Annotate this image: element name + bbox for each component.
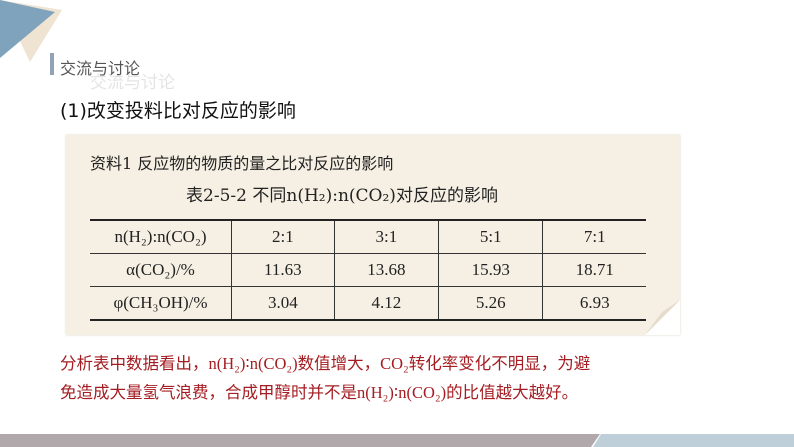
table-cell: 5:1 <box>438 219 543 254</box>
row-header: φ(CH₃OH)/% <box>90 286 232 321</box>
table-cell: 6.93 <box>542 286 646 321</box>
table-cell: 2:1 <box>231 219 335 254</box>
table-cell: 11.63 <box>231 253 335 287</box>
page-curl <box>645 300 680 335</box>
table-cell: 3.04 <box>231 286 335 321</box>
table-cell: 7:1 <box>542 219 646 254</box>
table-row: α(CO₂)/% 11.63 13.68 15.93 18.71 <box>90 253 646 287</box>
table-row: n(H₂):n(CO₂) 2:1 3:1 5:1 7:1 <box>90 219 646 254</box>
section-marker <box>50 53 54 75</box>
note-line: 分析表中数据看出，n(H₂)∶n(CO₂)数值增大，CO₂转化率变化不明显，为避 <box>60 354 591 373</box>
corner-decoration <box>0 0 62 62</box>
heading: (1)改变投料比对反应的影响 <box>60 100 296 122</box>
row-header: n(H₂):n(CO₂) <box>90 219 232 254</box>
note-line: 免造成大量氢气浪费，合成甲醇时并不是n(H₂)∶n(CO₂)的比值越大越好。 <box>60 383 579 402</box>
table-row: φ(CH₃OH)/% 3.04 4.12 5.26 6.93 <box>90 286 646 321</box>
footer-bar <box>0 434 600 447</box>
table-cell: 13.68 <box>333 253 439 287</box>
row-header: α(CO₂)/% <box>90 253 232 287</box>
table-cell: 3:1 <box>333 219 439 254</box>
section-title: 交流与讨论 <box>60 59 141 78</box>
resource-title: 资料1 反应物的物质的量之比对反应的影响 <box>90 154 394 173</box>
table-cell: 4.12 <box>333 286 439 321</box>
footer-bar-accent <box>593 434 794 447</box>
data-table: n(H₂):n(CO₂) 2:1 3:1 5:1 7:1 α(CO₂)/% 11… <box>90 219 646 321</box>
section-title-shadow: 交流与讨论 <box>90 73 175 93</box>
table-cell: 5.26 <box>438 286 543 321</box>
table-caption: 表2-5-2 不同n(H₂):n(CO₂)对反应的影响 <box>186 186 498 206</box>
table-cell: 15.93 <box>438 253 543 287</box>
table-cell: 18.71 <box>542 253 646 287</box>
analysis-note: 分析表中数据看出，n(H₂)∶n(CO₂)数值增大，CO₂转化率变化不明显，为避… <box>60 349 740 407</box>
